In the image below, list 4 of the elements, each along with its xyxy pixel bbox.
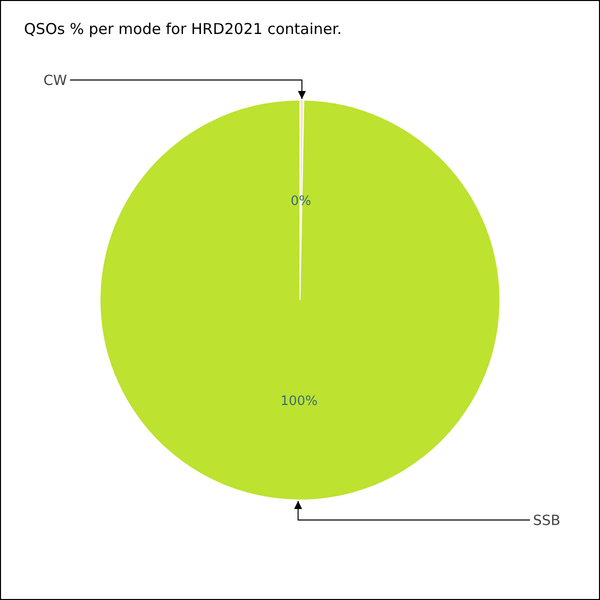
slice-label: CW <box>43 73 68 90</box>
data-label: 100% <box>280 394 318 409</box>
slice-label: SSB <box>533 512 560 529</box>
chart-title: QSOs % per mode for HRD2021 container. <box>24 20 342 38</box>
